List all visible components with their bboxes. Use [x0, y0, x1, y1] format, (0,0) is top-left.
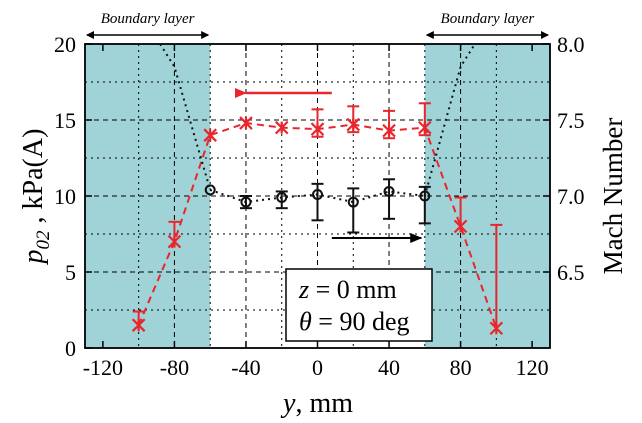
annotation-line-2: θ = 90 deg	[299, 307, 409, 336]
y-right-tick-label: 7.0	[557, 184, 585, 209]
x-tick-label: -40	[231, 355, 260, 380]
data-point	[131, 318, 146, 332]
data-point	[346, 117, 361, 132]
x-axis-label: y, mm	[280, 388, 353, 419]
data-point	[347, 196, 359, 208]
data-point	[419, 190, 431, 202]
data-series	[131, 43, 504, 336]
axis-ticks: -120 -80 -40 0 40 80 120 0 5 10 15 20 6.5 7.0 7.5 8.0	[54, 32, 585, 380]
series-0	[131, 102, 504, 336]
y-left-tick-label: 0	[65, 336, 76, 361]
annotation-line-1: z = 0 mm	[298, 275, 397, 304]
x-tick-label: 40	[378, 355, 400, 380]
boundary-layer-labels: Boundary layer Boundary layer	[86, 11, 549, 39]
y-axis-left-label: p02 , kPa(A)	[18, 129, 54, 266]
y-right-tick-label: 7.5	[557, 108, 585, 133]
x-tick-label: 0	[312, 355, 323, 380]
data-point	[274, 120, 289, 135]
y-right-tick-label: 6.5	[557, 260, 585, 285]
y-right-tick-label: 8.0	[557, 32, 585, 57]
data-point	[312, 188, 323, 200]
x-tick-label: 80	[450, 355, 472, 380]
y-left-tick-label: 10	[54, 184, 76, 209]
boundary-layer-label-1: Boundary layer	[441, 11, 535, 27]
data-point	[382, 123, 396, 138]
x-tick-label: 120	[516, 355, 549, 380]
data-point	[240, 196, 252, 208]
y-left-tick-label: 15	[54, 108, 76, 133]
y-axis-right-label: Mach Number	[598, 118, 628, 275]
data-point	[204, 184, 216, 196]
boundary-layer-label-0: Boundary layer	[101, 11, 195, 27]
data-point	[489, 321, 504, 336]
data-point	[310, 122, 325, 136]
data-point	[383, 185, 395, 197]
annotation-box: z = 0 mm θ = 90 deg	[285, 268, 433, 342]
data-point	[203, 128, 217, 142]
data-point	[453, 219, 468, 234]
y-left-tick-label: 20	[54, 32, 76, 57]
data-point	[418, 120, 432, 135]
x-tick-label: -120	[83, 355, 123, 380]
data-point	[167, 234, 182, 249]
data-point	[239, 116, 253, 130]
y-left-tick-label: 5	[65, 260, 76, 285]
data-point	[276, 192, 288, 204]
series-1	[204, 178, 431, 234]
x-tick-label: -80	[160, 355, 189, 380]
